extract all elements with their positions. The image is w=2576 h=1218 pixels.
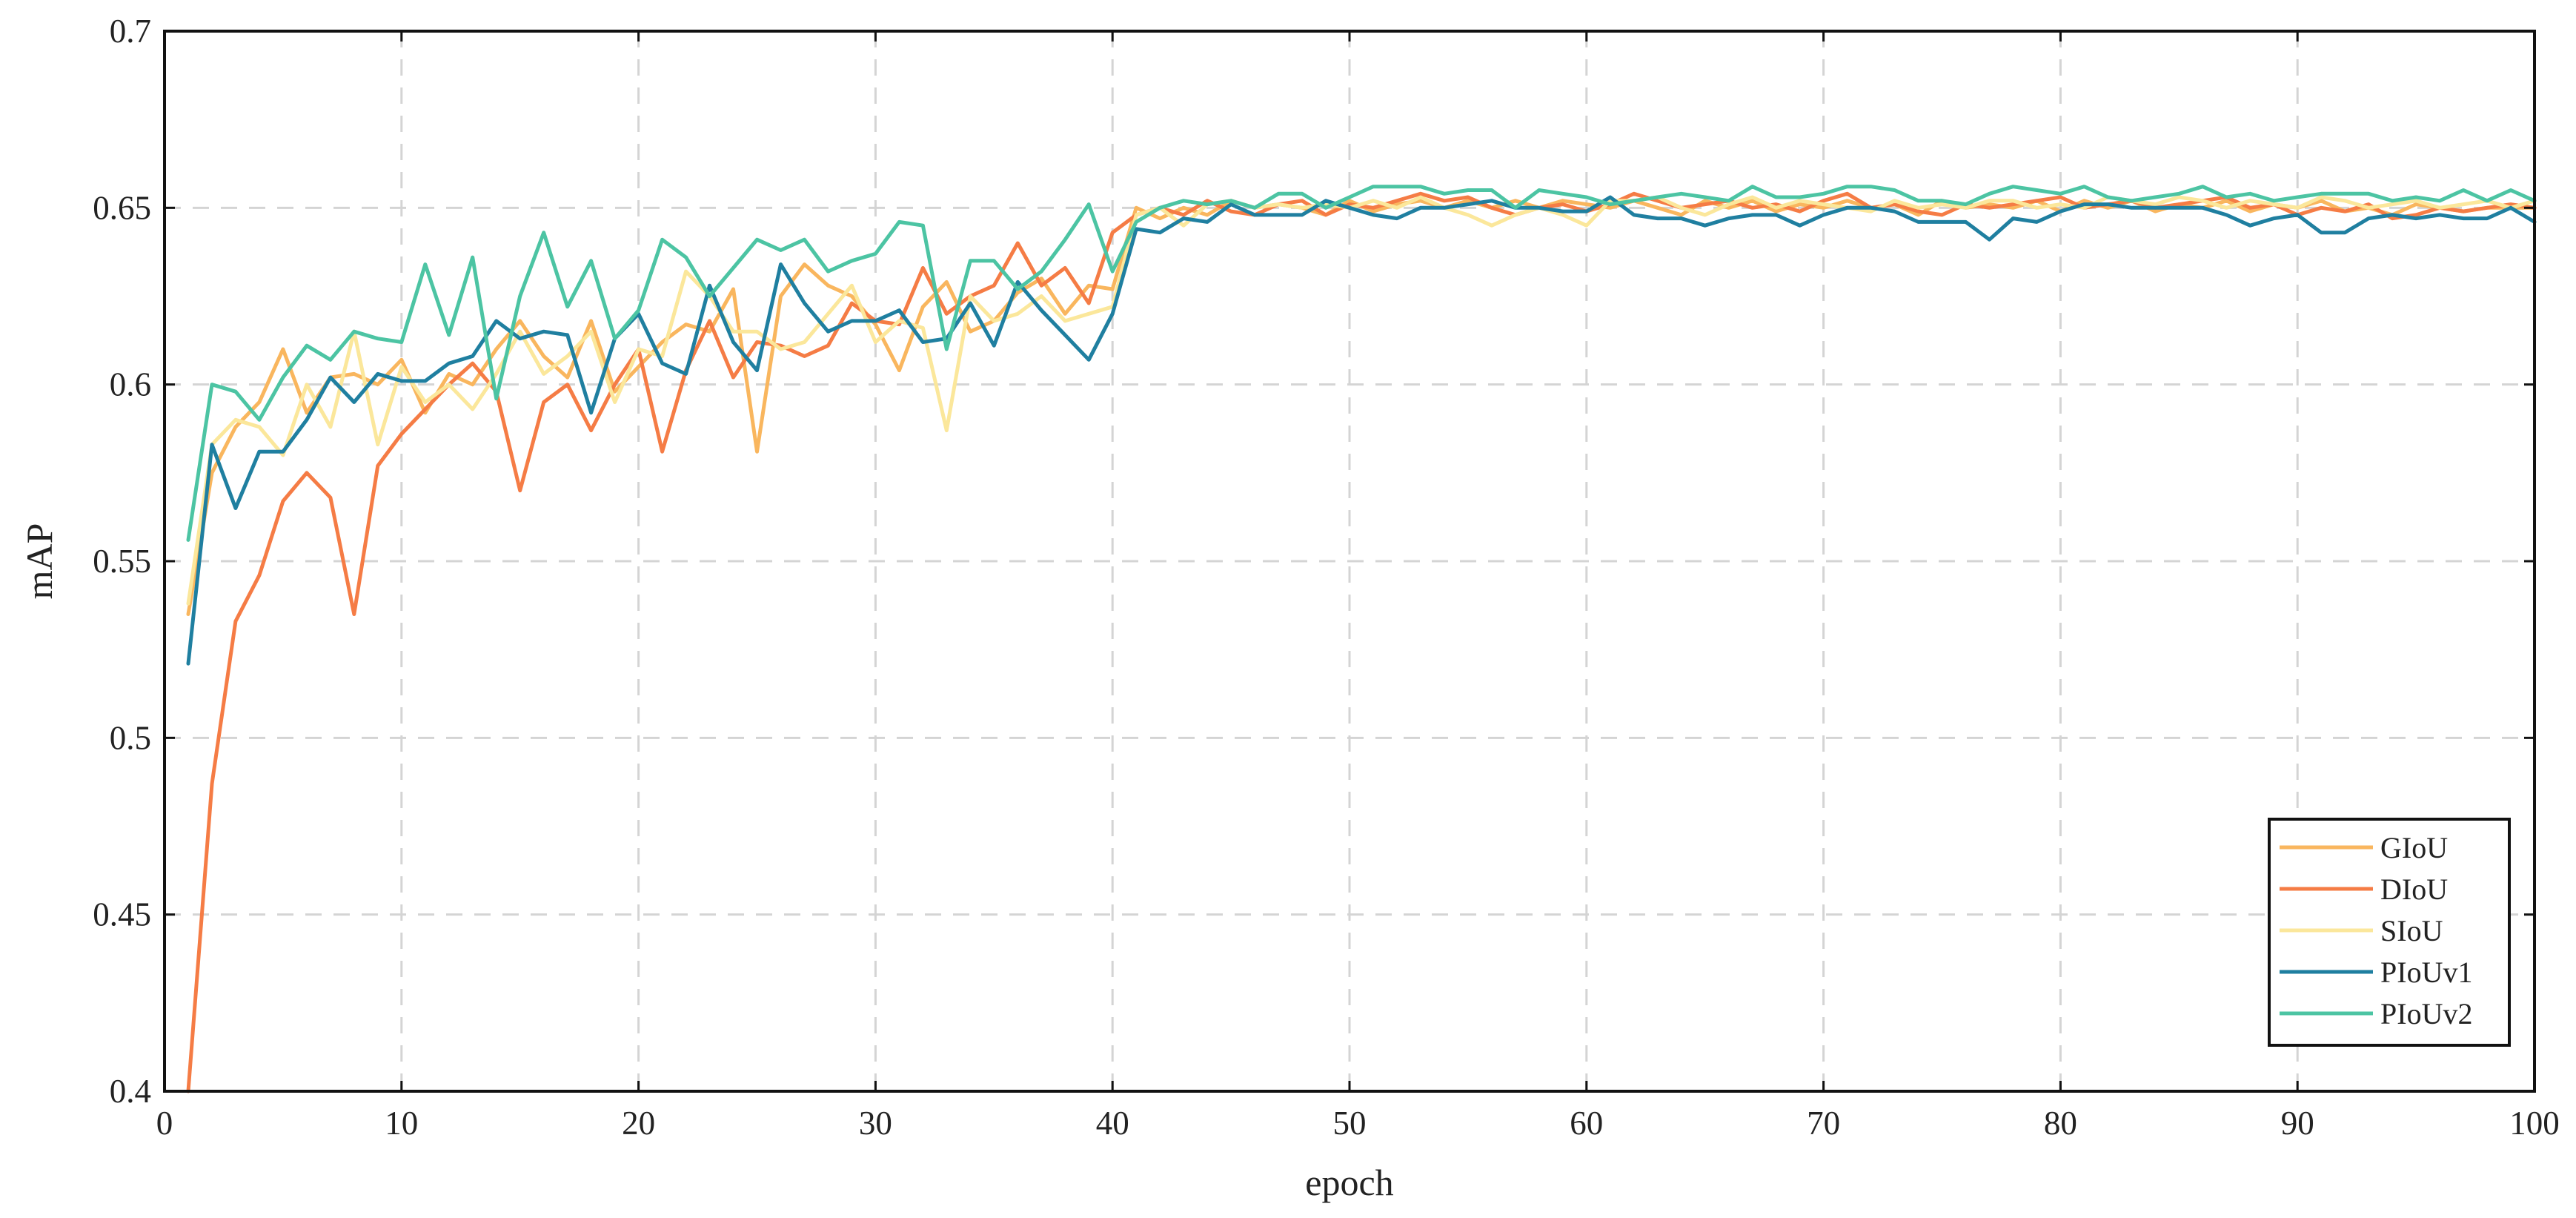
x-tick-label: 40 xyxy=(1096,1105,1129,1142)
series-line-piouv1 xyxy=(186,195,2537,666)
x-tick-label: 50 xyxy=(1333,1105,1367,1142)
y-tick-label: 0.5 xyxy=(110,719,151,756)
x-axis: 0 10 20 30 40 50 60 70 80 90 100 xyxy=(156,31,2560,1142)
y-tick-label: 0.7 xyxy=(110,13,151,50)
y-tick-label: 0.4 xyxy=(110,1073,151,1110)
legend-label-piouv2: PIoUv2 xyxy=(2380,997,2472,1030)
legend: GIoU DIoU SIoU PIoUv1 PIoUv2 xyxy=(2268,818,2511,1047)
y-tick-label: 0.45 xyxy=(93,896,151,933)
y-axis-title: mAP xyxy=(19,523,60,600)
y-tick-label: 0.6 xyxy=(110,366,151,403)
x-tick-label: 80 xyxy=(2044,1105,2077,1142)
series-line-piouv2 xyxy=(186,185,2537,542)
x-tick-label: 90 xyxy=(2281,1105,2314,1142)
legend-label-piouv1: PIoUv1 xyxy=(2380,956,2472,989)
series-layer xyxy=(186,185,2537,1093)
x-tick-label: 0 xyxy=(156,1105,173,1142)
series-line-siou xyxy=(186,195,2537,606)
y-tick-label: 0.55 xyxy=(93,543,151,580)
x-axis-title: epoch xyxy=(1305,1162,1393,1203)
y-axis: 0.4 0.45 0.5 0.55 0.6 0.65 0.7 xyxy=(93,13,2534,1110)
x-tick-label: 30 xyxy=(859,1105,892,1142)
legend-label-diou: DIoU xyxy=(2380,873,2448,906)
x-tick-label: 20 xyxy=(622,1105,655,1142)
x-tick-label: 70 xyxy=(1807,1105,1840,1142)
legend-label-giou: GIoU xyxy=(2380,831,2448,864)
legend-label-siou: SIoU xyxy=(2380,914,2443,947)
x-tick-label: 100 xyxy=(2509,1105,2560,1142)
x-tick-label: 10 xyxy=(385,1105,418,1142)
x-tick-label: 60 xyxy=(1570,1105,1603,1142)
y-tick-label: 0.65 xyxy=(93,189,151,226)
